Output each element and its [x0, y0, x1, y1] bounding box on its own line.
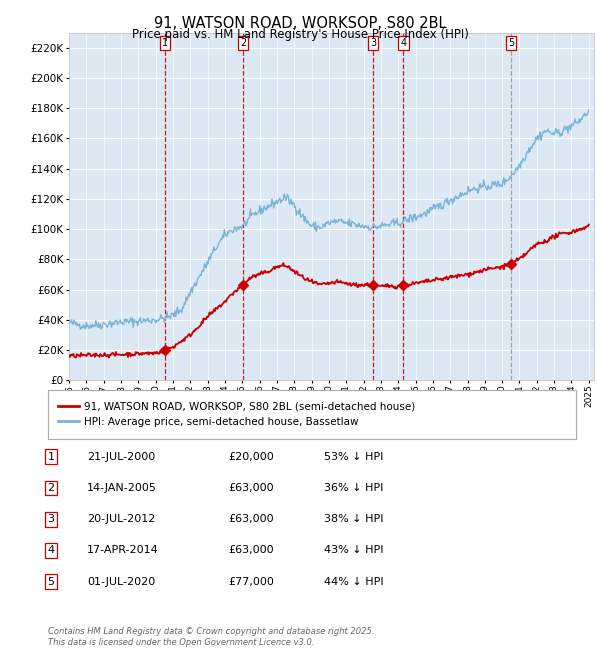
- Text: Contains HM Land Registry data © Crown copyright and database right 2025.
This d: Contains HM Land Registry data © Crown c…: [48, 627, 374, 647]
- Text: 14-JAN-2005: 14-JAN-2005: [87, 483, 157, 493]
- Text: 4: 4: [400, 38, 406, 47]
- Text: 21-JUL-2000: 21-JUL-2000: [87, 452, 155, 461]
- Text: 3: 3: [370, 38, 376, 47]
- Text: Price paid vs. HM Land Registry's House Price Index (HPI): Price paid vs. HM Land Registry's House …: [131, 28, 469, 41]
- Text: 53% ↓ HPI: 53% ↓ HPI: [324, 452, 383, 461]
- Legend: 91, WATSON ROAD, WORKSOP, S80 2BL (semi-detached house), HPI: Average price, sem: 91, WATSON ROAD, WORKSOP, S80 2BL (semi-…: [53, 396, 421, 432]
- Text: 2: 2: [240, 38, 246, 47]
- Text: 43% ↓ HPI: 43% ↓ HPI: [324, 545, 383, 555]
- Text: 1: 1: [162, 38, 168, 47]
- Text: 2: 2: [47, 483, 55, 493]
- Text: 38% ↓ HPI: 38% ↓ HPI: [324, 514, 383, 524]
- Text: 3: 3: [47, 514, 55, 524]
- Text: £63,000: £63,000: [228, 545, 274, 555]
- Text: 01-JUL-2020: 01-JUL-2020: [87, 577, 155, 586]
- Text: 1: 1: [47, 452, 55, 461]
- Text: 5: 5: [508, 38, 514, 47]
- Text: 91, WATSON ROAD, WORKSOP, S80 2BL: 91, WATSON ROAD, WORKSOP, S80 2BL: [154, 16, 446, 31]
- Text: 4: 4: [47, 545, 55, 555]
- Text: £77,000: £77,000: [228, 577, 274, 586]
- Text: £63,000: £63,000: [228, 514, 274, 524]
- Text: 17-APR-2014: 17-APR-2014: [87, 545, 159, 555]
- Text: 44% ↓ HPI: 44% ↓ HPI: [324, 577, 383, 586]
- Text: £63,000: £63,000: [228, 483, 274, 493]
- Text: 36% ↓ HPI: 36% ↓ HPI: [324, 483, 383, 493]
- Text: £20,000: £20,000: [228, 452, 274, 461]
- Text: 20-JUL-2012: 20-JUL-2012: [87, 514, 155, 524]
- Text: 5: 5: [47, 577, 55, 586]
